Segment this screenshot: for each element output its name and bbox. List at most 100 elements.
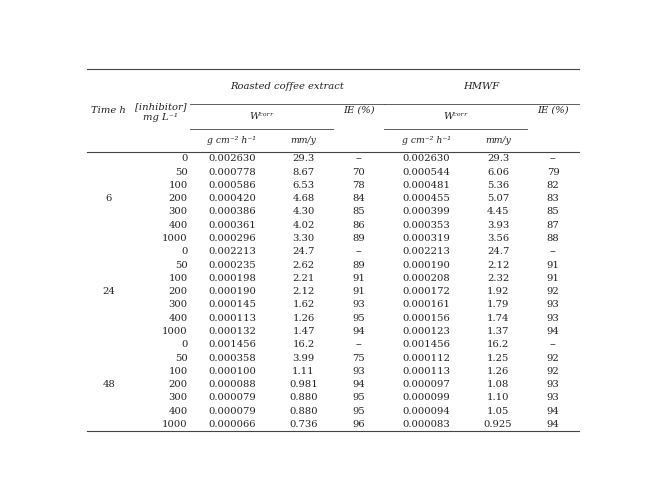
Text: 0.000208: 0.000208 <box>402 274 450 283</box>
Text: 1.62: 1.62 <box>293 300 315 310</box>
Text: 2.21: 2.21 <box>292 274 315 283</box>
Text: 100: 100 <box>169 367 188 376</box>
Text: 95: 95 <box>352 407 365 416</box>
Text: 0.000066: 0.000066 <box>208 420 256 429</box>
Text: 4.02: 4.02 <box>292 221 315 230</box>
Text: g cm⁻² h⁻¹: g cm⁻² h⁻¹ <box>402 136 451 145</box>
Text: 85: 85 <box>547 208 559 216</box>
Text: 200: 200 <box>169 380 188 389</box>
Text: 75: 75 <box>352 353 365 363</box>
Text: 24.7: 24.7 <box>292 247 315 256</box>
Text: 200: 200 <box>169 287 188 296</box>
Text: 0.000156: 0.000156 <box>402 314 450 323</box>
Text: 4.45: 4.45 <box>487 208 509 216</box>
Text: 50: 50 <box>175 168 188 176</box>
Text: 2.62: 2.62 <box>293 261 315 270</box>
Text: 0.000083: 0.000083 <box>402 420 450 429</box>
Text: 1.92: 1.92 <box>487 287 509 296</box>
Text: 0.000100: 0.000100 <box>208 367 256 376</box>
Text: 87: 87 <box>547 221 559 230</box>
Text: 100: 100 <box>169 274 188 283</box>
Text: 1.26: 1.26 <box>487 367 509 376</box>
Text: 70: 70 <box>352 168 365 176</box>
Text: 94: 94 <box>547 420 559 429</box>
Text: 50: 50 <box>175 353 188 363</box>
Text: 100: 100 <box>169 181 188 190</box>
Text: 6.06: 6.06 <box>487 168 509 176</box>
Text: 1000: 1000 <box>162 420 188 429</box>
Text: 0.000586: 0.000586 <box>208 181 256 190</box>
Text: 1.47: 1.47 <box>292 327 315 336</box>
Text: 0.000399: 0.000399 <box>402 208 450 216</box>
Text: 2.32: 2.32 <box>487 274 509 283</box>
Text: Wᶜᵒʳʳ: Wᶜᵒʳʳ <box>444 112 468 121</box>
Text: 79: 79 <box>547 168 559 176</box>
Text: 92: 92 <box>547 367 559 376</box>
Text: 0.001456: 0.001456 <box>402 340 450 350</box>
Text: 0.000113: 0.000113 <box>208 314 256 323</box>
Text: 29.3: 29.3 <box>487 154 509 163</box>
Text: 96: 96 <box>352 420 365 429</box>
Text: 0.000172: 0.000172 <box>402 287 450 296</box>
Text: 4.30: 4.30 <box>292 208 315 216</box>
Text: 2.12: 2.12 <box>292 287 315 296</box>
Text: 1000: 1000 <box>162 327 188 336</box>
Text: 3.93: 3.93 <box>487 221 509 230</box>
Text: 93: 93 <box>547 380 559 389</box>
Text: 0.000079: 0.000079 <box>208 393 256 402</box>
Text: --: -- <box>355 154 362 163</box>
Text: Roasted coffee extract: Roasted coffee extract <box>230 82 344 91</box>
Text: 95: 95 <box>352 393 365 402</box>
Text: mg L⁻¹: mg L⁻¹ <box>143 113 178 122</box>
Text: 85: 85 <box>352 208 365 216</box>
Text: 16.2: 16.2 <box>487 340 509 350</box>
Text: 0.000145: 0.000145 <box>208 300 256 310</box>
Text: 0.000099: 0.000099 <box>402 393 450 402</box>
Text: 1.05: 1.05 <box>487 407 509 416</box>
Text: Time h: Time h <box>92 106 127 115</box>
Text: 94: 94 <box>547 407 559 416</box>
Text: 91: 91 <box>352 274 365 283</box>
Text: 0.000235: 0.000235 <box>208 261 256 270</box>
Text: 24.7: 24.7 <box>487 247 509 256</box>
Text: 0.981: 0.981 <box>289 380 318 389</box>
Text: 1.74: 1.74 <box>487 314 509 323</box>
Text: 89: 89 <box>352 234 365 243</box>
Text: 82: 82 <box>547 181 559 190</box>
Text: 0.002630: 0.002630 <box>402 154 450 163</box>
Text: 3.56: 3.56 <box>487 234 509 243</box>
Text: 0.000088: 0.000088 <box>208 380 256 389</box>
Text: 94: 94 <box>352 327 365 336</box>
Text: 91: 91 <box>547 261 559 270</box>
Text: 95: 95 <box>352 314 365 323</box>
Text: 0.000778: 0.000778 <box>208 168 256 176</box>
Text: 0.000296: 0.000296 <box>208 234 256 243</box>
Text: 86: 86 <box>352 221 365 230</box>
Text: 0.000097: 0.000097 <box>402 380 450 389</box>
Text: 84: 84 <box>352 194 365 203</box>
Text: [inhibitor]: [inhibitor] <box>134 102 186 111</box>
Text: --: -- <box>550 247 556 256</box>
Text: IE (%): IE (%) <box>537 106 569 115</box>
Text: 92: 92 <box>547 287 559 296</box>
Text: HMWF: HMWF <box>463 82 500 91</box>
Text: 0.002630: 0.002630 <box>208 154 256 163</box>
Text: 0.000544: 0.000544 <box>402 168 450 176</box>
Text: 0: 0 <box>182 247 188 256</box>
Text: 6.53: 6.53 <box>293 181 315 190</box>
Text: 2.12: 2.12 <box>487 261 509 270</box>
Text: 92: 92 <box>547 353 559 363</box>
Text: 3.30: 3.30 <box>293 234 315 243</box>
Text: 83: 83 <box>547 194 559 203</box>
Text: 4.68: 4.68 <box>293 194 315 203</box>
Text: 1.26: 1.26 <box>293 314 315 323</box>
Text: 0.000198: 0.000198 <box>208 274 256 283</box>
Text: 91: 91 <box>352 287 365 296</box>
Text: --: -- <box>550 154 556 163</box>
Text: 93: 93 <box>547 393 559 402</box>
Text: 0.000358: 0.000358 <box>208 353 256 363</box>
Text: 0.000161: 0.000161 <box>402 300 450 310</box>
Text: 5.07: 5.07 <box>487 194 509 203</box>
Text: 400: 400 <box>169 221 188 230</box>
Text: 300: 300 <box>169 208 188 216</box>
